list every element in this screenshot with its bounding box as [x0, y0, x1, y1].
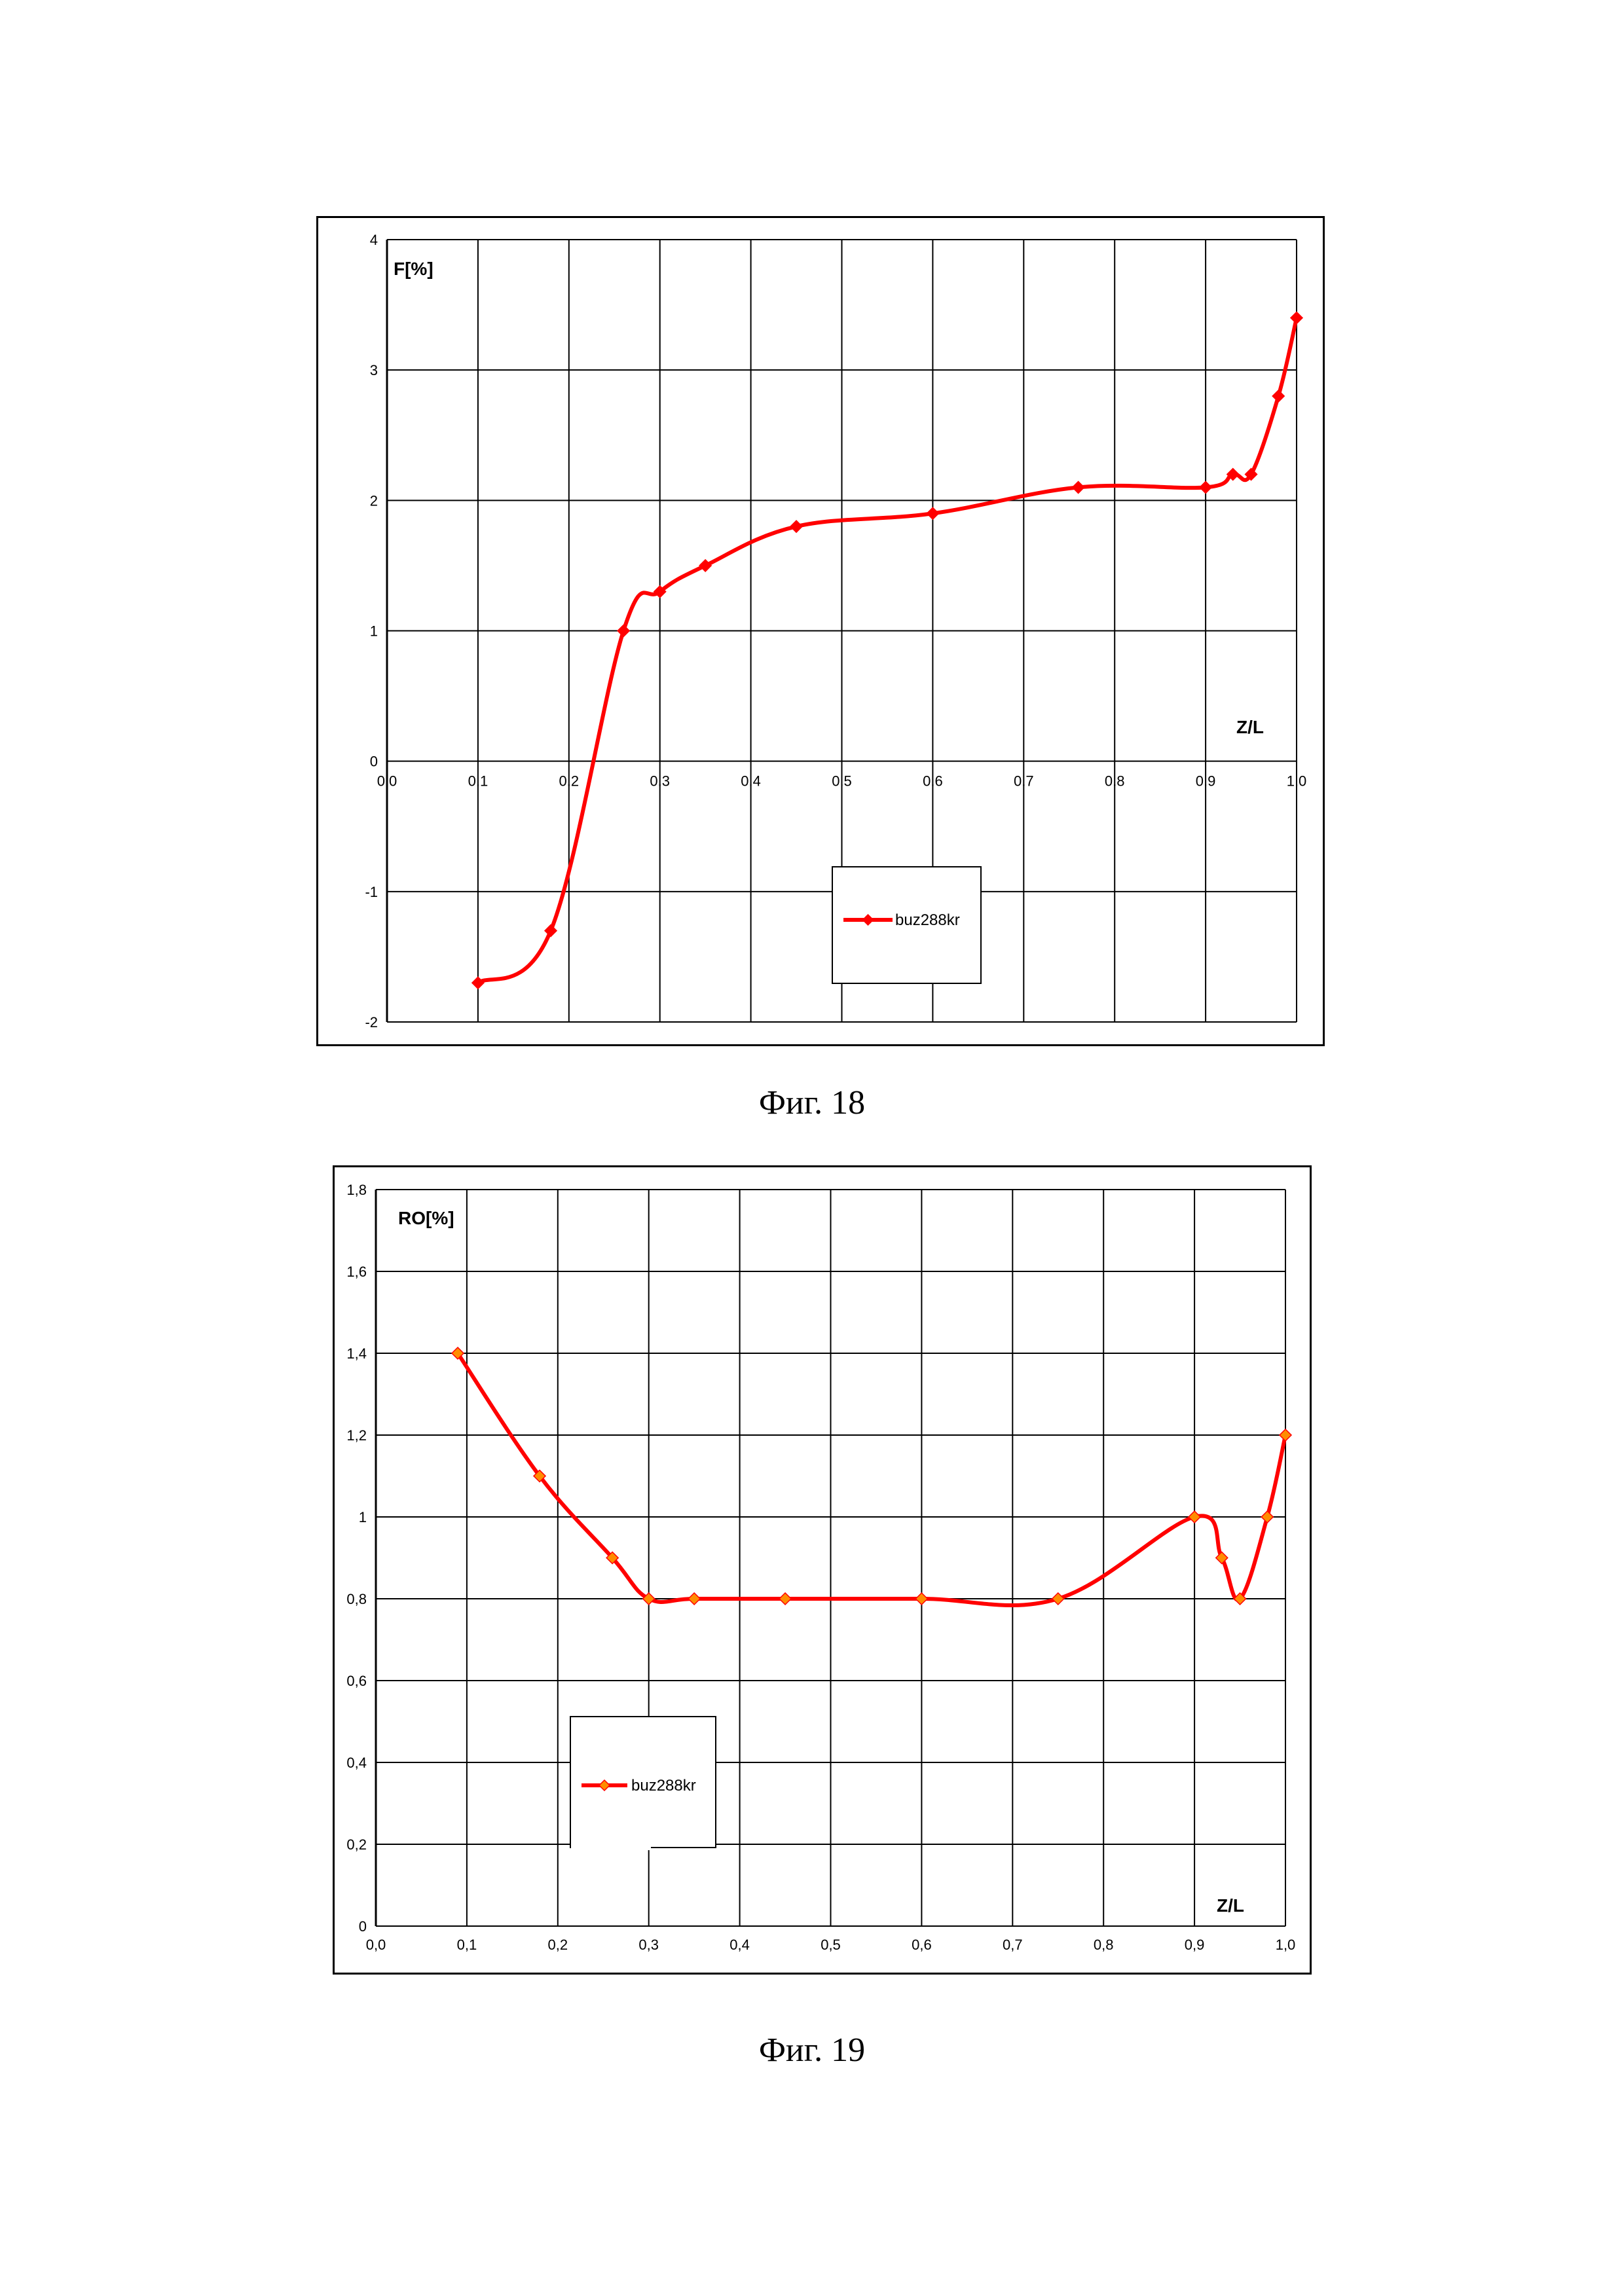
- chart-fig19-svg: 0 0,2 0,4 0,6 0,8 1 1,2 1,4 1,6 1,8 0,0 0,1 0,2 0,3 0,…: [333, 1165, 1312, 1975]
- y-tick-label: -1: [365, 884, 378, 900]
- y-tick-label: 0,2: [346, 1836, 367, 1853]
- caption-fig19: Фиг. 19: [758, 2032, 866, 2069]
- y-tick-label: 1,4: [346, 1345, 367, 1362]
- data-point-marker: [471, 976, 485, 990]
- legend-label: buz288kr: [631, 1777, 696, 1795]
- legend-gap: [571, 1833, 651, 1850]
- y-tick-label: 1,6: [346, 1264, 367, 1280]
- data-point-marker: [642, 1592, 655, 1606]
- legend-marker: [598, 1779, 611, 1792]
- x-axis-label: Z/L: [1217, 1895, 1244, 1916]
- x-tick-label: 0,1: [457, 1937, 477, 1953]
- x-tick-label: 0.2: [559, 773, 580, 790]
- data-point-marker: [653, 585, 667, 598]
- x-tick-label: 0.5: [832, 773, 852, 790]
- x-tick-label: 0.8: [1105, 773, 1125, 790]
- x-tick-label: 0,8: [1094, 1937, 1114, 1953]
- data-point-marker: [1215, 1551, 1228, 1565]
- chart-fig18-svg: -2 -1 0 1 2 3 4 0.0 0.1 0.2 0.3 0.4 0.5 0.6 0.7 0.8 0.9 1…: [316, 216, 1325, 1046]
- x-tick-label: 0.0: [377, 773, 397, 790]
- data-point-marker: [1226, 467, 1240, 481]
- chart-fig18: -2 -1 0 1 2 3 4 0.0 0.1 0.2 0.3 0.4 0.5 0.6 0.7 0.8 0.9 1…: [316, 216, 1325, 1046]
- chart-frame-border: [333, 1165, 1312, 1975]
- data-point-marker: [606, 1551, 619, 1565]
- x-tick-label: 1.0: [1287, 773, 1307, 790]
- x-axis-label: Z/L: [1236, 717, 1264, 737]
- y-tick-label: 1,8: [346, 1182, 367, 1198]
- x-tick-label: 0,2: [548, 1937, 568, 1953]
- y-tick-label: 0: [370, 754, 378, 770]
- legend-box: [570, 1716, 716, 1848]
- x-tick-label: 0.9: [1196, 773, 1216, 790]
- y-tick-label: 4: [370, 232, 378, 248]
- y-tick-label: 0: [359, 1918, 367, 1935]
- y-tick-label: 2: [370, 492, 378, 509]
- data-point-marker: [1188, 1510, 1202, 1524]
- y-tick-label: 0,8: [346, 1591, 367, 1607]
- data-point-marker: [1244, 467, 1258, 481]
- y-tick-label: 3: [370, 362, 378, 378]
- data-point-marker: [1071, 481, 1085, 494]
- caption-fig18: Фиг. 18: [758, 1084, 866, 1121]
- data-point-marker: [1051, 1592, 1065, 1606]
- x-tick-label: 0,4: [729, 1937, 750, 1953]
- data-point-marker: [688, 1592, 701, 1606]
- series-line: [475, 316, 1299, 985]
- data-point-marker: [926, 507, 940, 520]
- y-tick-label: -2: [365, 1014, 378, 1030]
- x-tick-label: 0,9: [1185, 1937, 1205, 1953]
- y-tick-label: 0,6: [346, 1673, 367, 1689]
- y-tick-label: 1,2: [346, 1427, 367, 1444]
- x-tick-label: 0.1: [468, 773, 489, 790]
- x-tick-label: 0,6: [912, 1937, 932, 1953]
- data-point-marker: [617, 624, 631, 638]
- x-tick-label: 0,5: [821, 1937, 841, 1953]
- legend-marker: [862, 913, 874, 926]
- data-point-marker: [915, 1592, 929, 1606]
- data-point-marker: [544, 924, 558, 938]
- x-tick-label: 0,0: [366, 1937, 386, 1953]
- x-tick-label: 0,7: [1003, 1937, 1023, 1953]
- data-point-marker: [532, 1469, 547, 1483]
- x-tick-label: 0.7: [1014, 773, 1034, 790]
- data-point-marker: [451, 1346, 465, 1360]
- y-tick-label: 1: [370, 623, 378, 640]
- x-tick-label: 1,0: [1276, 1937, 1296, 1953]
- legend-box: [832, 866, 982, 984]
- legend-label: buz288kr: [895, 911, 960, 929]
- y-tick-label: 1: [359, 1509, 367, 1525]
- x-tick-label: 0.3: [650, 773, 670, 790]
- data-point-marker: [1199, 481, 1213, 494]
- data-point-marker: [1272, 389, 1285, 403]
- data-point-marker: [1289, 311, 1304, 325]
- data-point-marker: [1261, 1510, 1274, 1524]
- data-point-marker: [1233, 1592, 1247, 1606]
- x-tick-label: 0.6: [923, 773, 943, 790]
- y-tick-label: 0,4: [346, 1755, 367, 1771]
- data-point-marker: [1278, 1428, 1293, 1442]
- y-axis-label: RO[%]: [398, 1208, 454, 1228]
- x-tick-label: 0.4: [741, 773, 761, 790]
- x-tick-label: 0,3: [638, 1937, 659, 1953]
- chart-fig19: 0 0,2 0,4 0,6 0,8 1 1,2 1,4 1,6 1,8 0,0 0,1 0,2 0,3 0,…: [333, 1165, 1312, 1975]
- data-point-marker: [778, 1592, 792, 1606]
- data-point-marker: [699, 558, 712, 572]
- data-point-marker: [789, 520, 803, 534]
- y-axis-label: F[%]: [394, 259, 434, 279]
